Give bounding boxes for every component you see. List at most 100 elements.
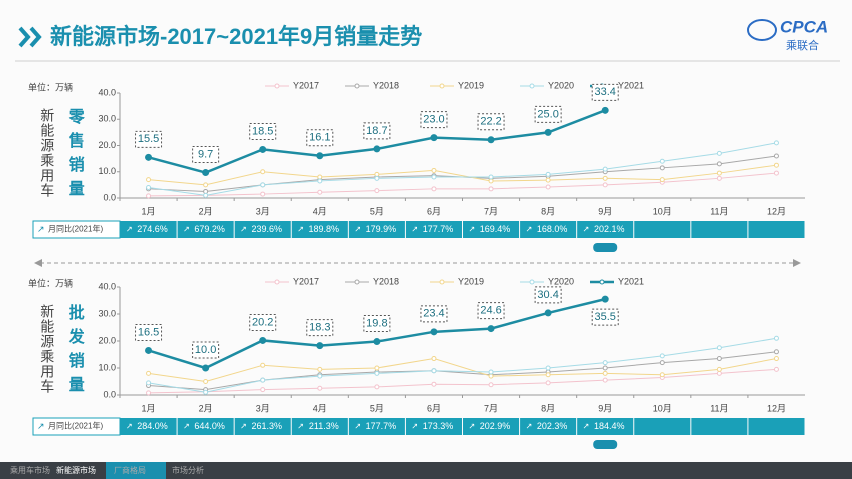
car-icon: [593, 243, 618, 252]
y-tick-label: 40.0: [98, 87, 116, 97]
footer-tab: 厂商格局: [114, 465, 146, 475]
label-box: [477, 113, 505, 131]
point: [146, 177, 152, 183]
legend-label: Y2020: [548, 276, 574, 286]
logo-sub: 乘联合: [786, 38, 819, 52]
data-label: 23.4: [423, 308, 444, 320]
x-tick-label: 4月: [313, 403, 327, 413]
legend-label: Y2017: [293, 80, 319, 90]
point: [146, 193, 152, 199]
yoy-cell: [291, 418, 348, 435]
y-tick-label: 10.0: [98, 362, 116, 372]
yoy-cell: [634, 221, 691, 238]
x-tick-label: 10月: [653, 206, 672, 216]
yoy-value: 211.3%: [309, 421, 339, 431]
data-label: 10.0: [195, 344, 216, 356]
x-tick-label: 8月: [541, 206, 555, 216]
label-box: [135, 323, 163, 341]
point: [203, 192, 209, 198]
yoy-label: 月同比(2021年): [48, 224, 103, 234]
yoy-label-cell: [32, 220, 121, 239]
y-tick-label: 30.0: [98, 114, 116, 124]
point: [260, 169, 266, 175]
yoy-arrow: ↗: [411, 225, 418, 234]
legend-label: Y2020: [548, 80, 574, 90]
series-line: [148, 172, 777, 197]
point: [374, 188, 380, 194]
legend-label: Y2021: [618, 80, 644, 90]
yoy-arrow: ↗: [526, 422, 533, 431]
point: [659, 177, 665, 183]
yoy-arrow: ↗: [240, 225, 247, 234]
point: [487, 325, 495, 333]
point: [374, 171, 380, 177]
point: [716, 150, 722, 156]
yoy-arrow: ↗: [469, 422, 476, 431]
point: [317, 178, 323, 184]
point: [430, 134, 438, 142]
point: [545, 372, 551, 378]
yoy-value: 169.4%: [480, 224, 511, 234]
point: [146, 390, 152, 396]
yoy-value: 168.0%: [537, 224, 568, 234]
point: [260, 191, 266, 197]
x-tick-label: 10月: [653, 403, 672, 413]
footer-tab: 新能源市场: [56, 465, 96, 475]
x-tick-label: 4月: [313, 206, 327, 216]
x-tick-label: 3月: [256, 403, 270, 413]
yoy-cell: [691, 418, 748, 435]
point: [146, 185, 152, 190]
yoy-cell: [520, 418, 577, 435]
x-tick-label: 2月: [199, 206, 213, 216]
legend-label: Y2019: [458, 276, 484, 286]
label-box: [192, 341, 220, 359]
point: [260, 377, 266, 383]
point: [773, 349, 779, 355]
series-line: [148, 337, 777, 393]
point: [373, 338, 381, 346]
data-label: 18.7: [366, 125, 387, 137]
label-box: [249, 313, 277, 331]
point: [259, 145, 267, 153]
point: [203, 379, 209, 384]
point: [544, 128, 552, 136]
y-tick-label: 0.0: [103, 192, 116, 202]
point: [773, 153, 779, 159]
point: [260, 387, 266, 393]
point: [602, 377, 608, 383]
point: [716, 366, 722, 372]
point: [488, 174, 494, 180]
x-tick-label: 7月: [484, 403, 498, 413]
yoy-value: 239.6%: [251, 224, 282, 234]
legend-marker: [274, 279, 280, 285]
x-tick-label: 12月: [767, 403, 786, 413]
yoy-arrow: ↗: [240, 422, 247, 431]
point: [602, 166, 608, 172]
yoy-arrow: ↗: [126, 422, 133, 431]
point: [659, 360, 665, 366]
y-tick-label: 20.0: [98, 140, 116, 150]
yoy-cell: [120, 418, 177, 435]
series-line: [148, 368, 777, 394]
point: [316, 152, 324, 160]
point: [487, 136, 495, 144]
side-title: 新能源乘用车: [39, 108, 55, 198]
point: [773, 140, 779, 146]
yoy-arrow: ↗: [37, 224, 45, 234]
point: [317, 385, 323, 391]
yoy-arrow: ↗: [526, 225, 533, 234]
legend-marker: [274, 83, 280, 89]
point: [602, 370, 608, 376]
yoy-cell: [463, 418, 520, 435]
point: [374, 384, 380, 390]
point: [317, 189, 323, 195]
yoy-arrow: ↗: [354, 422, 361, 431]
point: [202, 169, 210, 177]
yoy-value: 177.7%: [423, 224, 454, 234]
x-tick-label: 8月: [541, 403, 555, 413]
label-box: [591, 83, 619, 101]
point: [545, 184, 551, 190]
point: [431, 356, 437, 362]
x-tick-label: 6月: [427, 206, 441, 216]
legend-label: Y2021: [618, 276, 644, 286]
